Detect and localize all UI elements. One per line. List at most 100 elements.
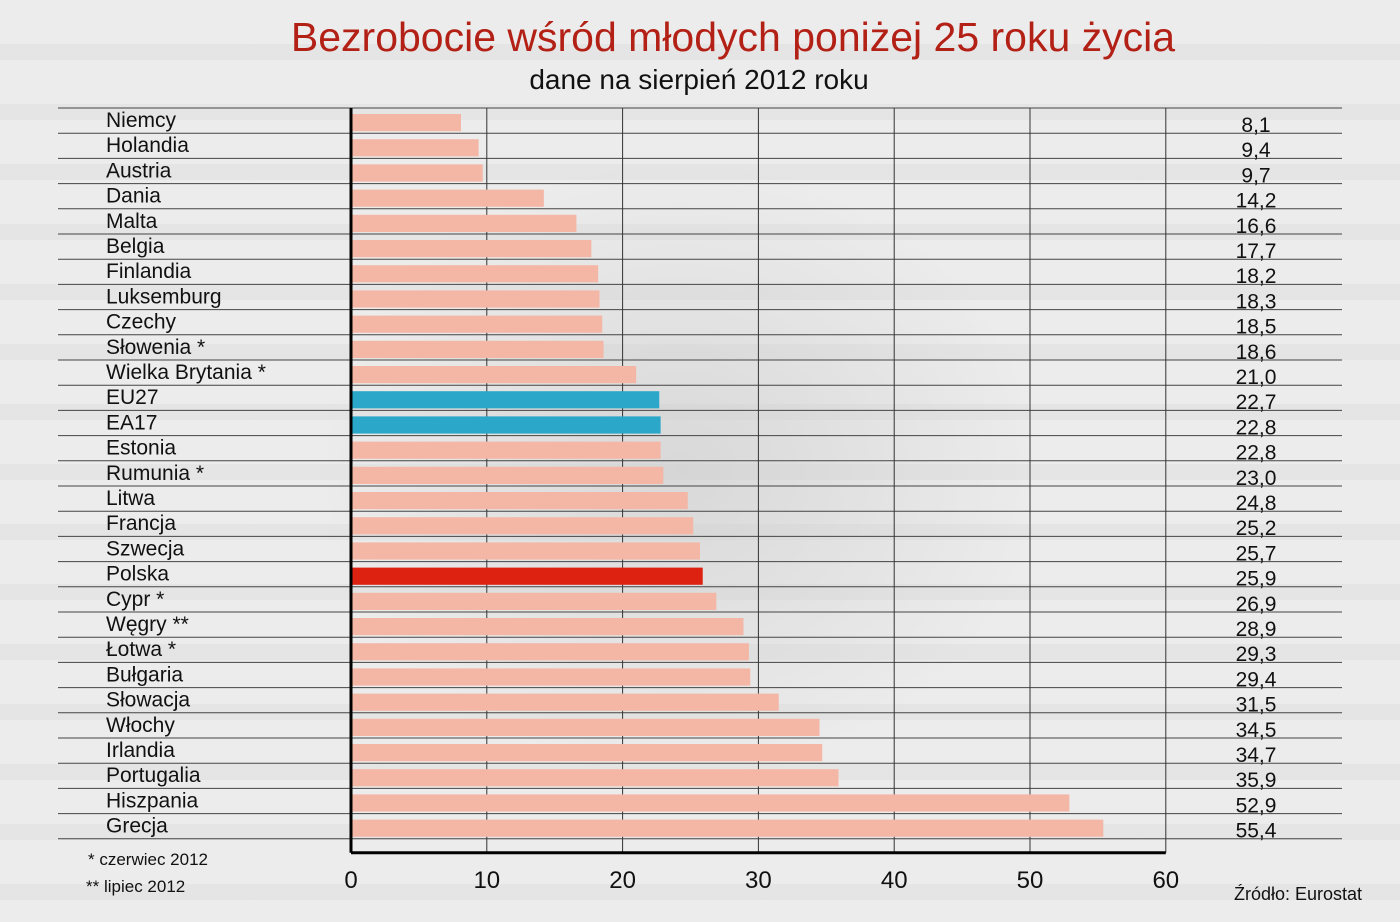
category-label: EA17: [106, 411, 157, 434]
value-label: 16,6: [1236, 215, 1277, 238]
value-label: 17,7: [1236, 240, 1277, 263]
bars: [352, 114, 1104, 837]
x-tick-label: 0: [344, 867, 357, 894]
value-label: 22,8: [1236, 442, 1277, 465]
bar: [352, 466, 664, 484]
category-label: Cypr *: [106, 588, 164, 611]
category-label: Austria: [106, 159, 172, 182]
category-label: Szwecja: [106, 537, 185, 560]
chart-title: Bezrobocie wśród młodych poniżej 25 roku…: [290, 14, 1176, 60]
footnote-june: * czerwiec 2012: [88, 850, 209, 869]
category-label: Niemcy: [106, 109, 177, 132]
bar: [352, 592, 717, 610]
bar: [352, 315, 603, 333]
value-label: 25,7: [1236, 542, 1277, 565]
value-label: 34,5: [1236, 719, 1277, 742]
x-tick-label: 30: [745, 867, 772, 894]
value-label: 29,3: [1236, 643, 1277, 666]
category-label: Estonia: [106, 437, 176, 460]
bar: [352, 265, 599, 283]
category-label: Francja: [106, 512, 176, 535]
category-label: Portugalia: [106, 764, 201, 787]
x-tick-label: 60: [1152, 867, 1179, 894]
category-label: Malta: [106, 210, 158, 233]
bar: [352, 643, 749, 661]
bar: [352, 794, 1070, 812]
category-label: Litwa: [106, 487, 155, 510]
bar: [352, 340, 604, 358]
category-label: Wielka Brytania *: [106, 361, 266, 384]
bar: [352, 441, 661, 459]
footnote-july: ** lipiec 2012: [86, 877, 186, 896]
value-label: 22,8: [1236, 416, 1277, 439]
category-label: Holandia: [106, 134, 189, 157]
value-label: 55,4: [1236, 820, 1277, 843]
source-note: Źródło: Eurostat: [1234, 884, 1363, 904]
value-label: 29,4: [1236, 668, 1277, 691]
value-label: 18,6: [1236, 341, 1277, 364]
value-label: 25,9: [1236, 568, 1277, 591]
value-label: 31,5: [1236, 694, 1277, 717]
bar: [352, 492, 688, 510]
x-tick-label: 50: [1017, 867, 1044, 894]
value-label: 9,4: [1241, 139, 1271, 162]
category-label: Luksemburg: [106, 285, 222, 308]
value-label: 22,7: [1236, 391, 1277, 414]
bar: [352, 819, 1104, 837]
category-label: Irlandia: [106, 739, 175, 762]
bar: [352, 240, 592, 258]
value-label: 18,2: [1236, 265, 1277, 288]
category-label: Dania: [106, 185, 161, 208]
bar: [352, 517, 694, 535]
value-label: 24,8: [1236, 492, 1277, 515]
bar: [352, 290, 600, 308]
bar: [352, 718, 820, 736]
chart-subtitle: dane na sierpień 2012 roku: [0, 64, 1400, 96]
value-label: 14,2: [1236, 190, 1277, 213]
bar: [352, 366, 637, 384]
value-label: 52,9: [1236, 794, 1277, 817]
value-label: 28,9: [1236, 618, 1277, 641]
value-label: 21,0: [1236, 366, 1277, 389]
category-label: Rumunia *: [106, 462, 204, 485]
bar: [352, 214, 577, 232]
value-label: 26,9: [1236, 593, 1277, 616]
bar: [352, 164, 483, 182]
bar: [352, 391, 660, 409]
labels: Niemcy 8,1 Holandia 9,4 Austria 9,7 Dania 14,2 M…: [106, 109, 1277, 894]
category-label: Finlandia: [106, 260, 192, 283]
chart-subtitle-text: dane na sierpień 2012 roku: [529, 64, 869, 95]
category-label: EU27: [106, 386, 159, 409]
bar: [352, 114, 461, 132]
category-label: Hiszpania: [106, 789, 199, 812]
value-label: 35,9: [1236, 769, 1277, 792]
x-tick-label: 20: [609, 867, 636, 894]
category-label: Grecja: [106, 815, 168, 838]
value-label: 18,3: [1236, 290, 1277, 313]
bar: [352, 693, 779, 711]
bar: [352, 744, 823, 762]
value-label: 25,2: [1236, 517, 1277, 540]
bar: [352, 567, 703, 585]
axis: [349, 108, 1166, 855]
value-label: 8,1: [1241, 114, 1270, 137]
x-tick-label: 10: [473, 867, 500, 894]
category-label: Bułgaria: [106, 663, 183, 686]
bar: [352, 618, 744, 636]
bar: [352, 769, 839, 787]
bar: [352, 189, 544, 207]
category-label: Łotwa *: [106, 638, 176, 661]
bar: [352, 542, 701, 560]
bar: [352, 668, 751, 686]
x-tick-label: 40: [881, 867, 908, 894]
category-label: Słowacja: [106, 689, 190, 712]
value-label: 23,0: [1236, 467, 1277, 490]
grid-lines: [58, 107, 1342, 853]
category-label: Belgia: [106, 235, 165, 258]
value-label: 34,7: [1236, 744, 1277, 767]
category-label: Węgry **: [106, 613, 189, 636]
category-label: Polska: [106, 563, 169, 586]
bar: [352, 416, 661, 434]
value-label: 18,5: [1236, 316, 1277, 339]
